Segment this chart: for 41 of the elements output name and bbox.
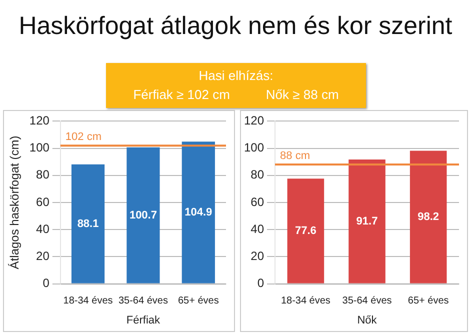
y-tick-label: 0 [42, 276, 50, 290]
x-tick-label: 35-64 éves [118, 296, 168, 307]
y-tick-label: 60 [250, 194, 264, 209]
y-tick-label: 120 [244, 114, 264, 128]
y-tick-label: 80 [36, 168, 50, 182]
data-label: 88.1 [77, 218, 99, 230]
y-tick-label: 60 [36, 194, 50, 209]
y-axis-title: Átlagos haskörfogat (cm) [8, 136, 22, 270]
text: Hasi elhízás: [198, 67, 274, 85]
ref-line-label: 102 cm [65, 131, 102, 144]
text: Nők ≥ 88 cm [266, 87, 339, 102]
y-tick-label: 0 [257, 276, 264, 290]
bar [410, 150, 447, 284]
y-tick-label: 80 [250, 168, 264, 182]
y-tick-label: 40 [250, 222, 264, 236]
x-axis-title: Férfiak [126, 314, 161, 326]
data-label: 98.2 [418, 211, 440, 224]
ref-line-label: 88 cm [280, 150, 310, 162]
x-axis-title: Nők [357, 314, 378, 326]
y-tick-label: 20 [250, 249, 264, 264]
x-tick-label: 18-34 éves [63, 296, 113, 307]
y-tick-label: 100 [244, 140, 264, 155]
data-label: 91.7 [356, 215, 378, 228]
x-tick-label: 18-34 éves [280, 296, 330, 307]
data-label: 100.7 [129, 209, 157, 222]
data-label: 104.9 [184, 206, 212, 219]
y-tick-label: 100 [29, 140, 50, 155]
y-tick-label: 40 [36, 222, 50, 236]
text: Férfiak ≥ 102 cm [133, 87, 230, 102]
bar [287, 178, 324, 284]
bar [348, 160, 386, 284]
chart-title: Haskörfogat átlagok nem és kor szerint [18, 12, 454, 41]
bar [126, 147, 160, 284]
y-tick-label: 20 [36, 249, 50, 264]
x-tick-label: 35-64 éves [342, 296, 392, 307]
y-tick-label: 120 [29, 114, 50, 128]
x-tick-label: 65+ éves [408, 296, 449, 307]
bar [71, 164, 105, 284]
bar [182, 142, 215, 284]
x-tick-label: 65+ éves [178, 296, 219, 307]
data-label: 77.6 [294, 225, 316, 238]
